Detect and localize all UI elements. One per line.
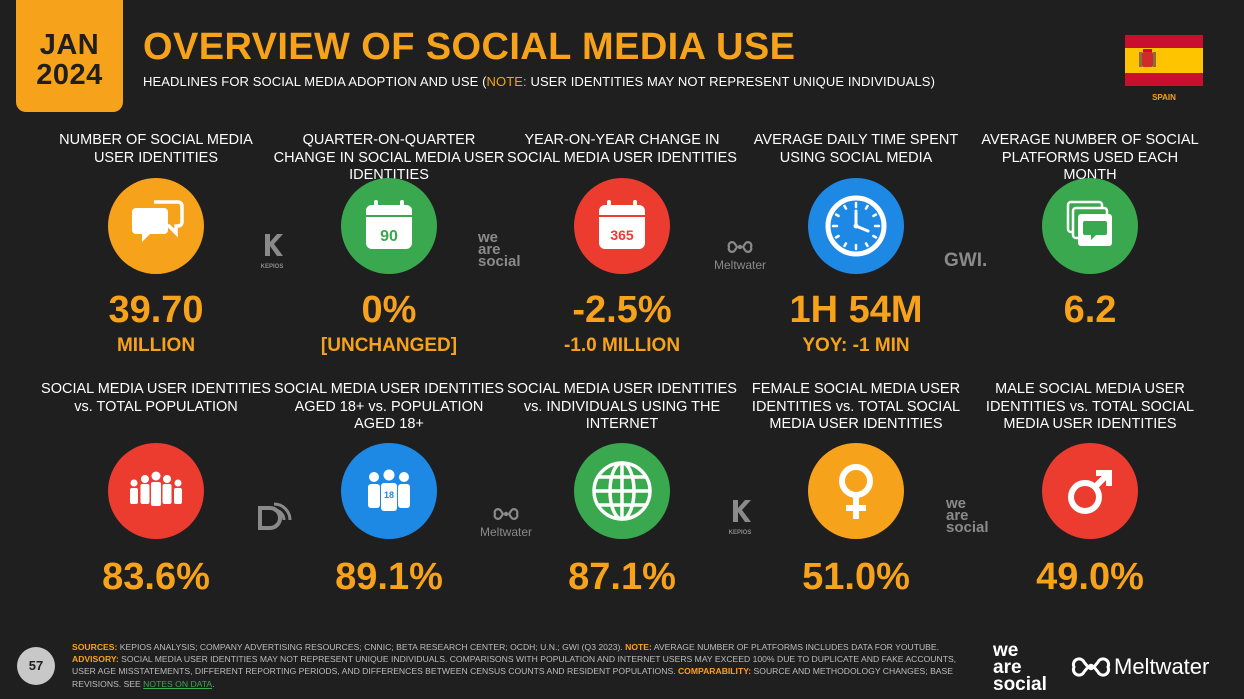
country-label: SPAIN: [1152, 93, 1176, 102]
footer-comparability-text: SOURCE AND METHODOLOGY CHANGES; BASE REV…: [72, 666, 953, 689]
globe-icon: [574, 443, 670, 539]
kepios-logo-2: KEPIOS: [720, 498, 760, 536]
calendar-365-text: 365: [610, 227, 634, 243]
ws-word-2: are: [478, 241, 501, 258]
date-badge: JAN 2024: [16, 0, 123, 112]
subtitle-note: NOTE:: [486, 74, 527, 89]
stat-label: YEAR-ON-YEAR CHANGE IN SOCIAL MEDIA USER…: [507, 132, 737, 166]
stat-label: FEMALE SOCIAL MEDIA USER IDENTITIES vs. …: [751, 381, 961, 432]
stat-sub: MILLION: [116, 335, 196, 356]
stat-value: 49.0%: [1036, 556, 1144, 598]
ws-logo-word-1: we: [993, 640, 1019, 661]
calendar-365-icon: 365: [574, 178, 670, 274]
kepios-logo-text: KEPIOS: [260, 264, 284, 270]
calendar-90-icon: 90: [341, 178, 437, 274]
date-month: JAN: [39, 29, 100, 61]
stat-value: 51.0%: [802, 556, 910, 598]
ws-logo-word-3: social: [993, 674, 1047, 695]
gwi-logo: GWI.: [944, 250, 988, 271]
stat-label: SOCIAL MEDIA USER IDENTITIES vs. TOTAL P…: [41, 381, 271, 415]
datareportal-logo: [254, 496, 294, 541]
meltwater-mark-icon: [727, 241, 753, 253]
meltwater-mark-icon: [493, 508, 519, 520]
female-icon: [808, 443, 904, 539]
male-icon: [1042, 443, 1138, 539]
subtitle-pre: HEADLINES FOR SOCIAL MEDIA ADOPTION AND …: [143, 74, 487, 89]
subtitle-post: USER IDENTITIES MAY NOT REPRESENT UNIQUE…: [526, 74, 936, 89]
stat-value: 39.70: [108, 289, 204, 331]
footer-end-text: .: [212, 678, 215, 689]
stat-value: -2.5%: [572, 289, 672, 331]
stat-label: SOCIAL MEDIA USER IDENTITIES vs. INDIVID…: [507, 381, 737, 432]
ws-word-1: we: [478, 229, 499, 246]
stat-sub: -1.0 MILLION: [563, 335, 681, 356]
stat-value: 83.6%: [102, 556, 210, 598]
stat-sub: [UNCHANGED]: [320, 335, 458, 356]
kepios-logo: KEPIOS: [252, 232, 292, 270]
meltwater-logo: Meltwater: [706, 240, 774, 271]
footer-advisory-key: ADVISORY:: [72, 654, 119, 665]
meltwater-logo-2: Meltwater: [472, 507, 540, 538]
calendar-90-text: 90: [380, 228, 398, 245]
we-are-social-logo-2: we are social: [946, 495, 1006, 536]
meltwater-mark-icon: [1071, 657, 1111, 677]
ws-word-2: are: [946, 507, 969, 524]
stat-label: AVERAGE DAILY TIME SPENT USING SOCIAL ME…: [753, 132, 959, 166]
footer-notes: SOURCES: KEPIOS ANALYSIS; COMPANY ADVERT…: [72, 641, 972, 690]
page-subtitle: HEADLINES FOR SOCIAL MEDIA ADOPTION AND …: [143, 74, 935, 89]
stat-label: NUMBER OF SOCIAL MEDIA USER IDENTITIES: [59, 132, 253, 166]
kepios-mark-icon: [733, 500, 751, 522]
footer-comparability-key: COMPARABILITY:: [677, 666, 752, 677]
footer-meltwater-text: Meltwater: [1114, 654, 1210, 679]
datareportal-mark-icon: [258, 502, 292, 530]
kepios-logo-text: KEPIOS: [728, 530, 752, 536]
footer-sources-text: KEPIOS ANALYSIS; COMPANY ADVERTISING RES…: [117, 642, 626, 652]
footer-note-text: AVERAGE NUMBER OF PLATFORMS INCLUDES DAT…: [651, 642, 940, 652]
stat-label: QUARTER-ON-QUARTER CHANGE IN SOCIAL MEDI…: [273, 132, 505, 183]
stat-value: 6.2: [1063, 289, 1117, 331]
adults-18-text: 18: [384, 490, 394, 500]
ws-word-3: social: [946, 519, 989, 536]
footer-advisory-text: SOCIAL MEDIA USER IDENTITIES MAY NOT REP…: [72, 654, 957, 677]
stat-label: MALE SOCIAL MEDIA USER IDENTITIES vs. TO…: [985, 381, 1195, 432]
notes-on-data-link[interactable]: NOTES ON DATA: [143, 678, 213, 689]
footer-we-are-social-logo: we are social: [993, 640, 1063, 695]
footer-sources-key: SOURCES:: [72, 642, 118, 652]
page-number: 57: [17, 647, 55, 685]
stat-value: 87.1%: [568, 556, 676, 598]
spain-flag-icon: [1125, 35, 1203, 86]
footer-note-key: NOTE:: [625, 642, 652, 652]
stat-value: 1H 54M: [789, 289, 923, 331]
stacked-windows-icon: [1042, 178, 1138, 274]
stat-sub: YOY: -1 MIN: [802, 335, 910, 356]
stat-value: 0%: [361, 289, 417, 331]
ws-word-3: social: [478, 253, 521, 270]
stat-label: AVERAGE NUMBER OF SOCIAL PLATFORMS USED …: [981, 132, 1199, 183]
meltwater-logo-text: Meltwater: [479, 525, 532, 539]
population-icon: [108, 443, 204, 539]
we-are-social-logo: we are social: [478, 229, 538, 270]
chat-bubbles-icon: [108, 178, 204, 274]
date-year: 2024: [36, 59, 103, 91]
stat-label: SOCIAL MEDIA USER IDENTITIES AGED 18+ vs…: [274, 381, 504, 432]
meltwater-logo-text: Meltwater: [713, 258, 766, 272]
ws-word-1: we: [946, 495, 967, 512]
footer-meltwater-logo: Meltwater: [1070, 654, 1230, 680]
clock-icon: [808, 178, 904, 274]
kepios-mark-icon: [265, 234, 283, 256]
stat-value: 89.1%: [335, 556, 443, 598]
adults-18-icon: 18: [341, 443, 437, 539]
ws-logo-word-2: are: [993, 657, 1022, 678]
page-title: OVERVIEW OF SOCIAL MEDIA USE: [143, 26, 796, 68]
